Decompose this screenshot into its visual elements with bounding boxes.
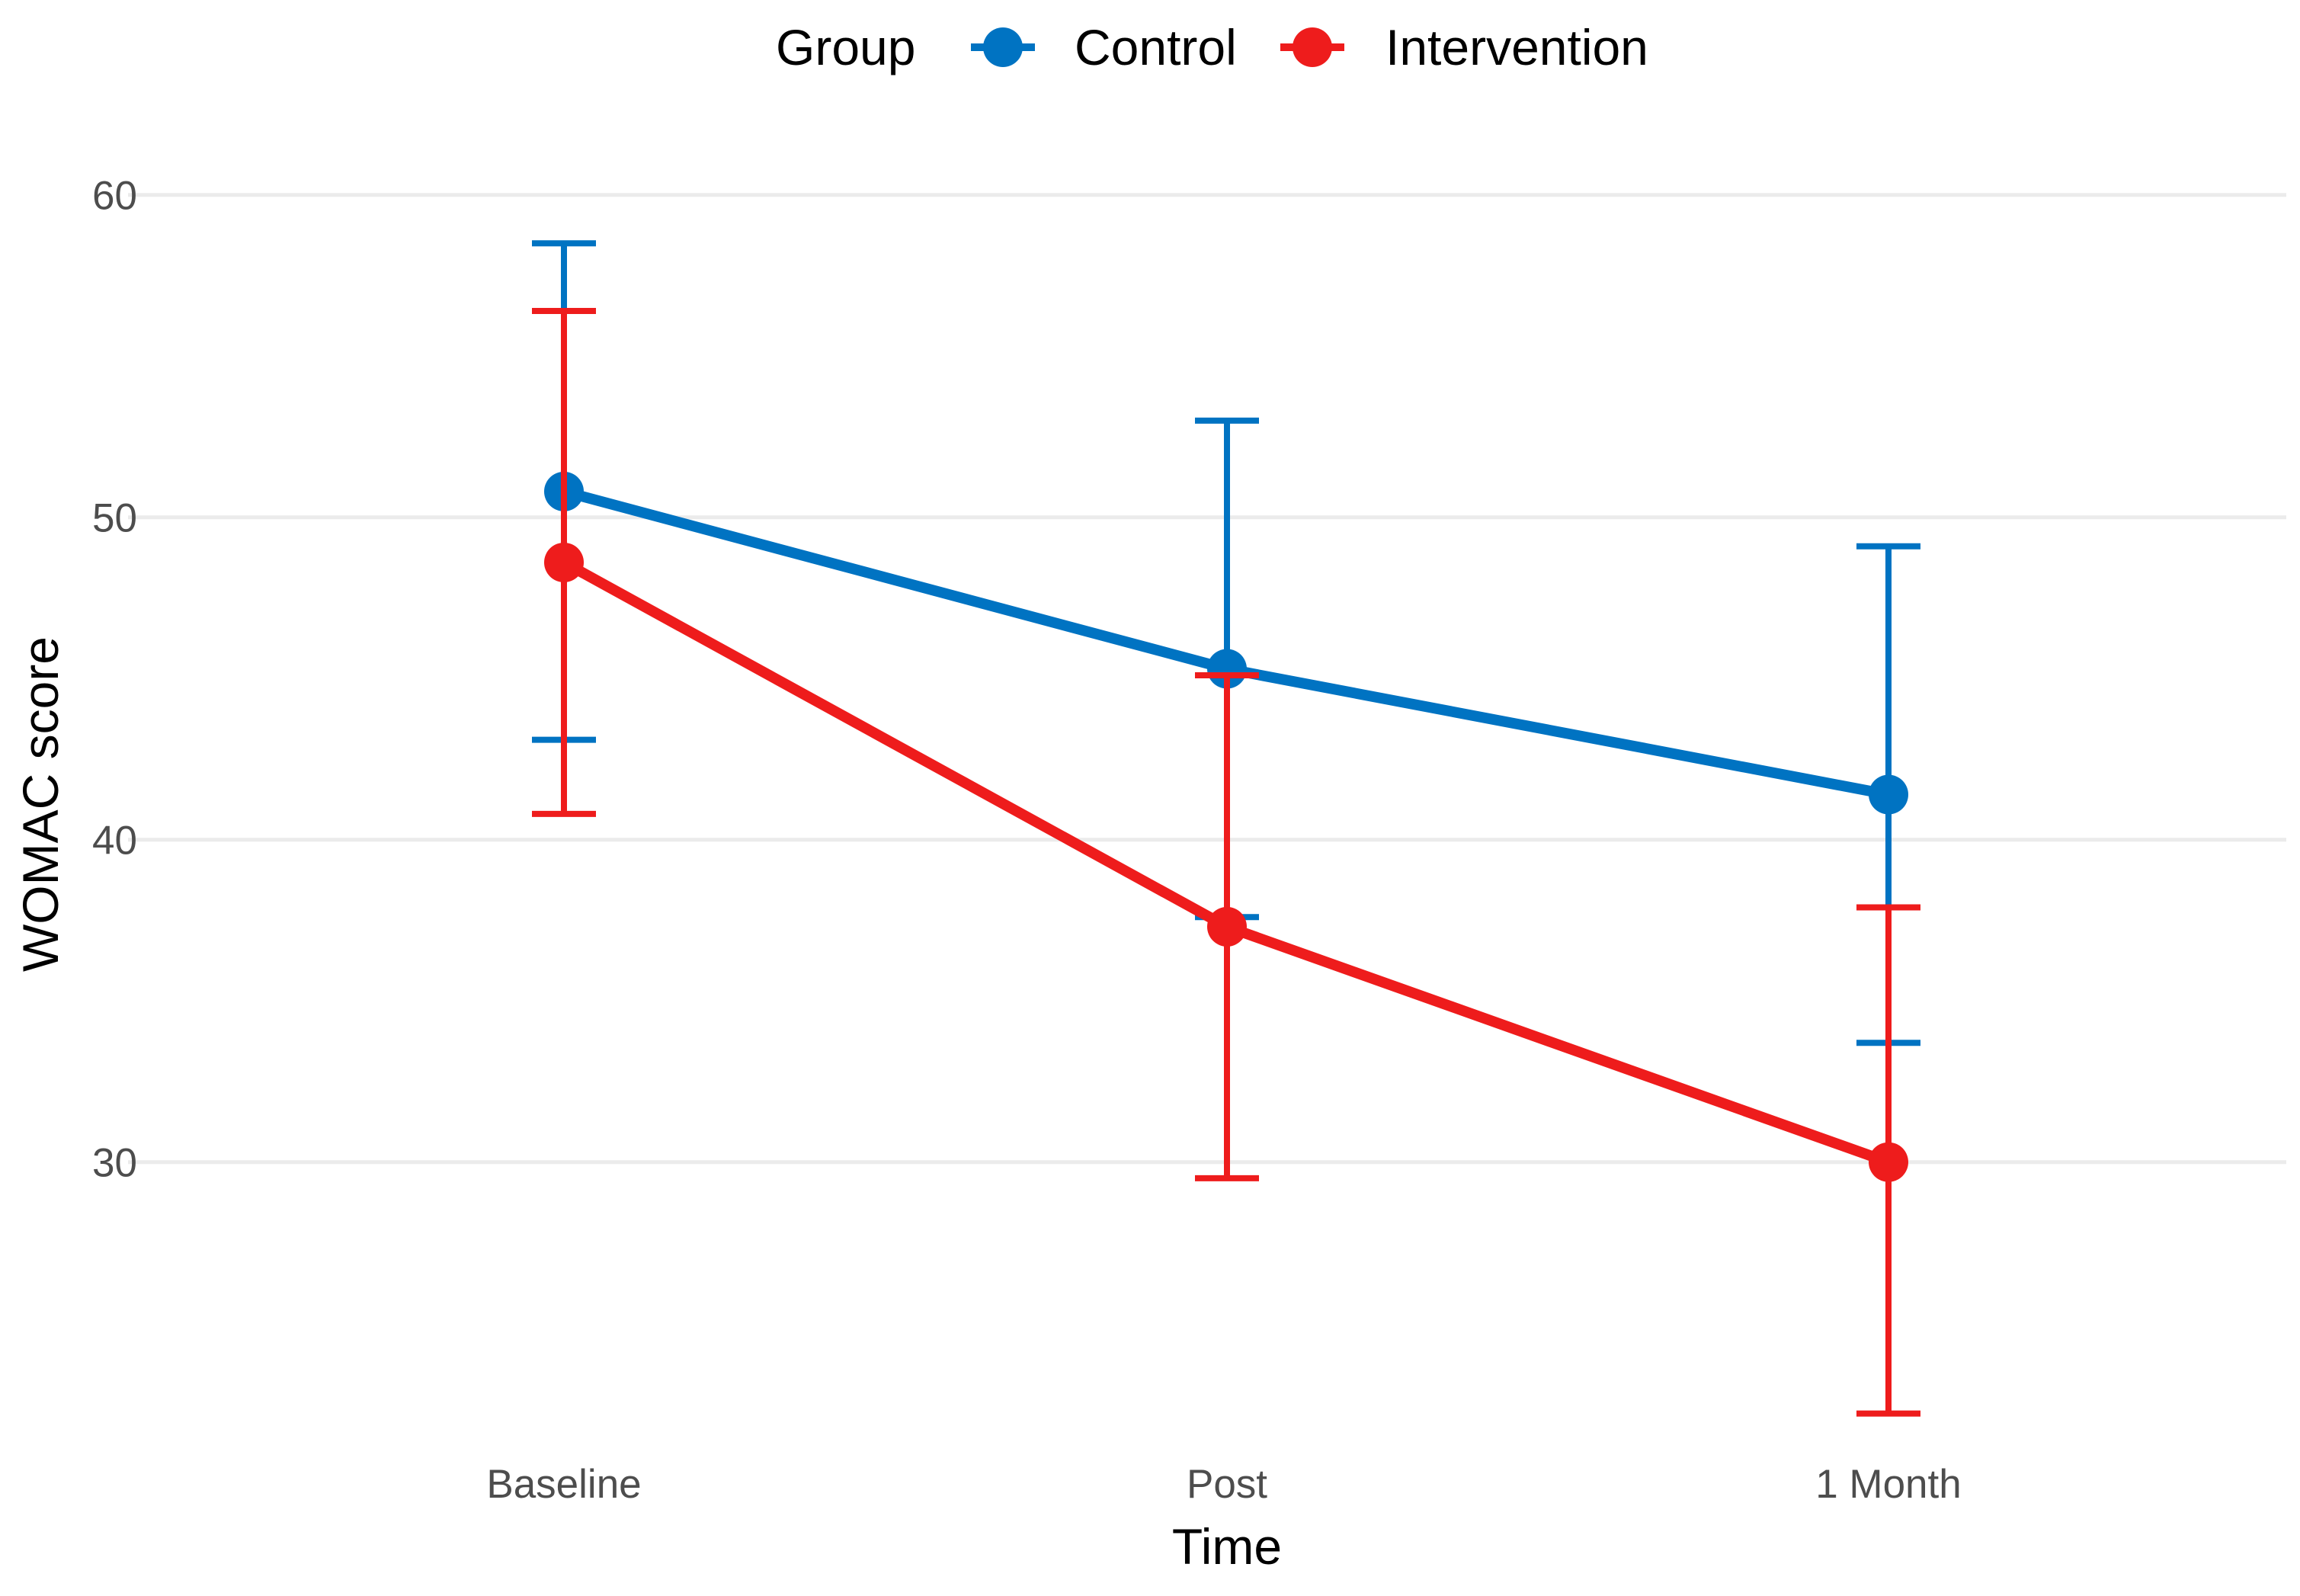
y-tick-label: 50 — [92, 496, 137, 541]
y-tick-label: 30 — [92, 1141, 137, 1186]
data-point — [1207, 649, 1247, 689]
y-axis-title: WOMAC score — [12, 636, 69, 972]
data-point — [1207, 906, 1247, 947]
y-tick-label: 40 — [92, 819, 137, 864]
series-intervention — [532, 308, 1920, 1417]
legend: Group Control Intervention — [776, 19, 1648, 75]
legend-key-point — [983, 27, 1023, 67]
legend-item-control: Control — [971, 19, 1237, 75]
series-layer — [532, 240, 1920, 1417]
legend-key-point — [1293, 27, 1332, 67]
legend-label: Intervention — [1385, 19, 1648, 75]
legend-item-intervention: Intervention — [1280, 19, 1648, 75]
gridlines — [128, 193, 2286, 1165]
axes: 30 40 50 60 Baseline Post 1 Month — [92, 174, 1962, 1507]
legend-label: Control — [1075, 19, 1237, 75]
data-point — [1869, 1142, 1908, 1182]
data-point — [1869, 774, 1908, 815]
x-tick-label: 1 Month — [1815, 1462, 1962, 1507]
y-tick-label: 60 — [92, 174, 137, 219]
x-tick-label: Post — [1187, 1462, 1267, 1507]
legend-title: Group — [776, 19, 915, 75]
x-tick-label: Baseline — [486, 1462, 641, 1507]
x-axis-title: Time — [1172, 1518, 1282, 1575]
data-point — [544, 542, 584, 582]
